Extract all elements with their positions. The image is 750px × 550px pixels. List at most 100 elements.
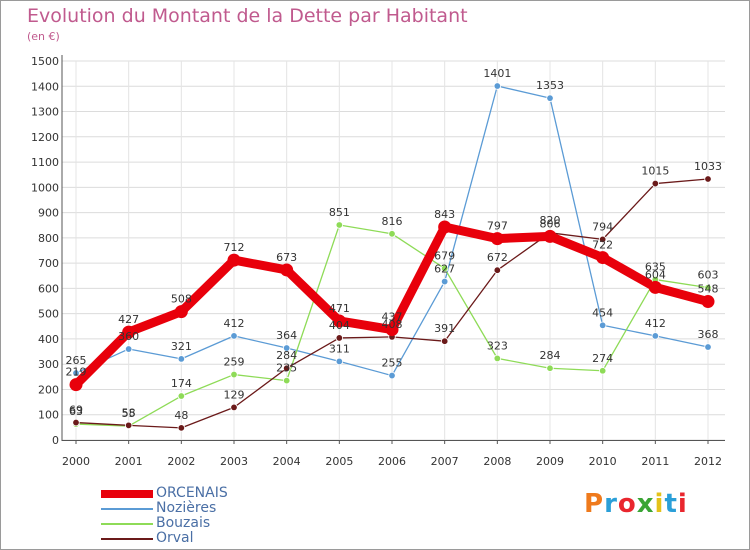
data-label: 820 [540, 214, 561, 227]
data-label: 219 [66, 366, 87, 379]
data-label: 235 [276, 362, 297, 375]
data-label: 508 [171, 293, 192, 306]
x-tick-label: 2006 [378, 455, 406, 468]
data-point [280, 263, 294, 277]
data-point [282, 364, 291, 372]
data-point [438, 220, 452, 234]
chart-subtitle: (en €) [27, 30, 60, 43]
data-label: 259 [224, 356, 245, 369]
data-point [335, 221, 344, 229]
data-label: 412 [645, 317, 666, 330]
x-tick-label: 2007 [431, 455, 459, 468]
data-label: 454 [592, 306, 613, 319]
legend-item-orval: Orval [101, 530, 361, 546]
data-point [648, 280, 662, 294]
logo-letter: r [604, 489, 618, 519]
data-point [701, 295, 715, 309]
data-label: 427 [118, 313, 139, 326]
data-label: 794 [592, 220, 613, 233]
y-tick-label: 900 [38, 207, 59, 220]
logo-letter: x [636, 489, 655, 519]
data-label: 323 [487, 339, 508, 352]
data-label: 1401 [483, 67, 511, 80]
data-label: 255 [382, 357, 403, 370]
data-label: 712 [224, 241, 245, 254]
data-point [122, 325, 136, 339]
data-label: 284 [276, 349, 297, 362]
data-label: 851 [329, 206, 350, 219]
data-label: 635 [645, 261, 666, 274]
x-tick-label: 2000 [62, 455, 90, 468]
data-point [335, 357, 344, 366]
data-point [493, 82, 502, 90]
y-tick-label: 200 [38, 383, 59, 396]
data-point [332, 314, 346, 328]
data-point [598, 321, 607, 329]
data-label: 412 [224, 317, 245, 330]
y-tick-label: 1100 [31, 156, 59, 169]
y-tick-label: 300 [38, 358, 59, 371]
data-point [72, 418, 80, 427]
data-label: 471 [329, 302, 350, 315]
data-point [651, 179, 660, 188]
data-point [704, 283, 712, 292]
data-point [385, 323, 399, 337]
data-label: 843 [434, 208, 455, 221]
logo-letter: t [664, 489, 678, 519]
data-label: 265 [66, 354, 87, 367]
x-tick-label: 2002 [167, 455, 195, 468]
x-tick-label: 2008 [483, 455, 511, 468]
data-point [440, 337, 449, 345]
data-point [69, 378, 83, 392]
y-tick-label: 400 [38, 333, 59, 346]
y-tick-label: 800 [38, 232, 59, 245]
legend-label: Orval [156, 530, 194, 546]
data-label: 816 [382, 215, 403, 228]
legend-swatch [101, 508, 153, 510]
data-point [177, 392, 186, 400]
y-tick-label: 1300 [31, 106, 59, 119]
data-label: 404 [329, 319, 350, 332]
y-tick-label: 700 [38, 257, 59, 270]
x-tick-label: 2004 [273, 455, 301, 468]
data-label: 1033 [694, 160, 722, 173]
data-point [651, 332, 660, 340]
data-point [72, 369, 80, 377]
y-tick-label: 1000 [31, 181, 59, 194]
data-point [704, 175, 712, 183]
data-label: 627 [434, 263, 455, 276]
data-label: 321 [171, 340, 192, 353]
data-label: 391 [434, 322, 455, 335]
legend-label: Nozières [156, 500, 217, 516]
data-label: 311 [329, 342, 350, 355]
data-label: 63 [69, 405, 83, 418]
data-point [388, 371, 396, 380]
y-tick-label: 0 [52, 434, 59, 447]
data-point [282, 344, 291, 352]
y-tick-label: 100 [38, 409, 59, 422]
data-point [124, 421, 133, 430]
chart-legend: ORCENAIS Nozières Bouzais Orval [101, 485, 361, 546]
data-label: 806 [540, 217, 561, 230]
legend-item-bouzais: Bouzais [101, 515, 361, 531]
data-point [177, 355, 186, 363]
y-tick-label: 600 [38, 282, 59, 295]
logo-letter: o [617, 489, 637, 519]
data-label: 360 [118, 330, 139, 343]
data-point [227, 253, 241, 267]
data-label: 1015 [641, 165, 669, 178]
data-label: 603 [698, 269, 719, 282]
data-label: 408 [382, 318, 403, 331]
data-point [230, 403, 238, 412]
legend-swatch [101, 538, 153, 540]
data-label: 604 [645, 268, 666, 281]
logo-letter: P [584, 489, 605, 519]
y-tick-label: 500 [38, 308, 59, 321]
data-point [124, 345, 133, 353]
data-label: 69 [69, 404, 83, 417]
data-point [230, 332, 238, 340]
data-point [440, 264, 449, 273]
y-tick-label: 1200 [31, 131, 59, 144]
